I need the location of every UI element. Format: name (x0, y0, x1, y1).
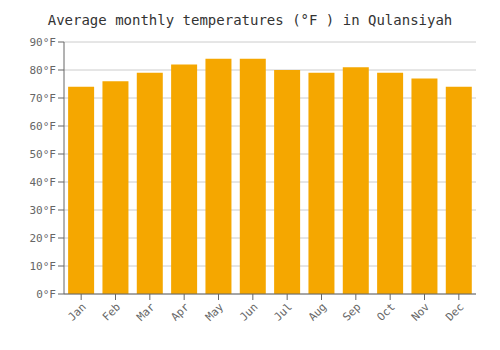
svg-text:80°F: 80°F (30, 64, 57, 77)
svg-text:Dec: Dec (443, 300, 466, 323)
svg-text:Jan: Jan (66, 300, 89, 323)
svg-text:10°F: 10°F (30, 260, 57, 273)
svg-text:Feb: Feb (100, 300, 123, 323)
svg-text:50°F: 50°F (30, 148, 57, 161)
svg-text:Aug: Aug (306, 300, 329, 323)
svg-text:Nov: Nov (409, 300, 433, 324)
svg-text:30°F: 30°F (30, 204, 57, 217)
svg-text:60°F: 60°F (30, 120, 57, 133)
svg-text:70°F: 70°F (30, 92, 57, 105)
svg-text:90°F: 90°F (30, 36, 57, 49)
svg-text:Apr: Apr (169, 300, 193, 324)
svg-text:Sep: Sep (340, 300, 363, 323)
svg-text:0°F: 0°F (36, 288, 56, 301)
svg-text:Jul: Jul (272, 300, 295, 323)
svg-text:Mar: Mar (134, 300, 158, 324)
svg-text:Jun: Jun (237, 300, 260, 323)
svg-text:20°F: 20°F (30, 232, 57, 245)
svg-text:40°F: 40°F (30, 176, 57, 189)
svg-text:May: May (203, 300, 227, 324)
html-text:Average monthly temperatures (: Average monthly temperatures (°F ) in Qu… (47, 12, 453, 28)
svg-text:Oct: Oct (375, 300, 398, 323)
